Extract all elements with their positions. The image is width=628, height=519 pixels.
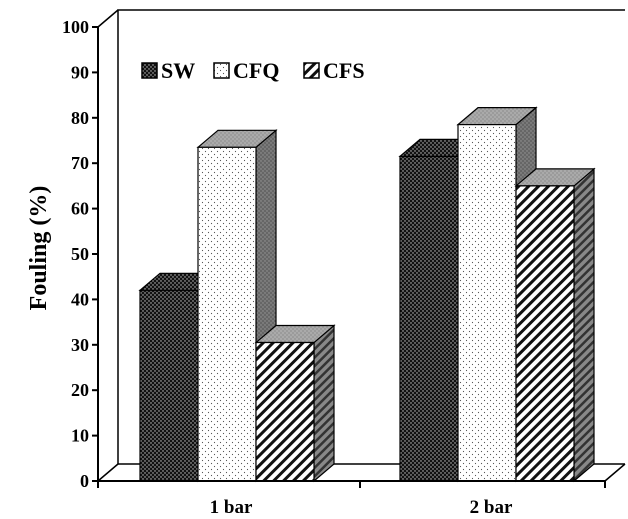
x-tick-label-1: 1 bar bbox=[210, 497, 253, 518]
legend-item-cfs: CFS bbox=[303, 58, 365, 83]
bar-cfs-1 bbox=[254, 324, 336, 483]
floor-left-edge bbox=[97, 463, 119, 482]
x-tick-label-2: 2 bar bbox=[470, 497, 513, 518]
bar-cfs-2 bbox=[514, 167, 596, 483]
y-tick-label-0: 0 bbox=[80, 471, 89, 491]
legend-label: SW bbox=[161, 58, 195, 83]
legend-swatch bbox=[213, 62, 230, 79]
bar-side bbox=[313, 324, 335, 483]
legend-swatch bbox=[303, 62, 320, 79]
axes: 0 10 20 30 40 50 60 70 80 90 100 1 bar 2 bar bbox=[62, 17, 606, 518]
y-axis-label: Fouling (%) bbox=[26, 186, 52, 311]
y-tick-label-20: 20 bbox=[71, 380, 89, 400]
legend: SW CFQ CFS bbox=[141, 58, 365, 83]
y-tick-label-60: 60 bbox=[71, 199, 89, 219]
bar-face bbox=[139, 289, 199, 482]
bar-face bbox=[197, 146, 257, 482]
legend-label: CFQ bbox=[233, 58, 279, 83]
y-tick-label-40: 40 bbox=[71, 289, 89, 309]
y-tick-label-100: 100 bbox=[62, 17, 89, 37]
side-wall-top-edge bbox=[97, 9, 119, 28]
bar-face bbox=[255, 341, 315, 482]
floor-right-edge bbox=[604, 463, 626, 482]
bar-face bbox=[399, 155, 459, 482]
legend-swatch bbox=[141, 62, 158, 79]
y-tick-label-80: 80 bbox=[71, 108, 89, 128]
bar-face bbox=[457, 124, 517, 482]
y-tick-label-10: 10 bbox=[71, 426, 89, 446]
bars bbox=[138, 106, 596, 483]
bar-face bbox=[515, 185, 575, 482]
y-tick-label-90: 90 bbox=[71, 62, 89, 82]
y-tick-label-70: 70 bbox=[71, 153, 89, 173]
legend-item-sw: SW bbox=[141, 58, 195, 83]
bar-side bbox=[573, 167, 595, 483]
y-tick-label-30: 30 bbox=[71, 335, 89, 355]
legend-label: CFS bbox=[323, 58, 365, 83]
y-tick-label-50: 50 bbox=[71, 244, 89, 264]
legend-item-cfq: CFQ bbox=[213, 58, 279, 83]
